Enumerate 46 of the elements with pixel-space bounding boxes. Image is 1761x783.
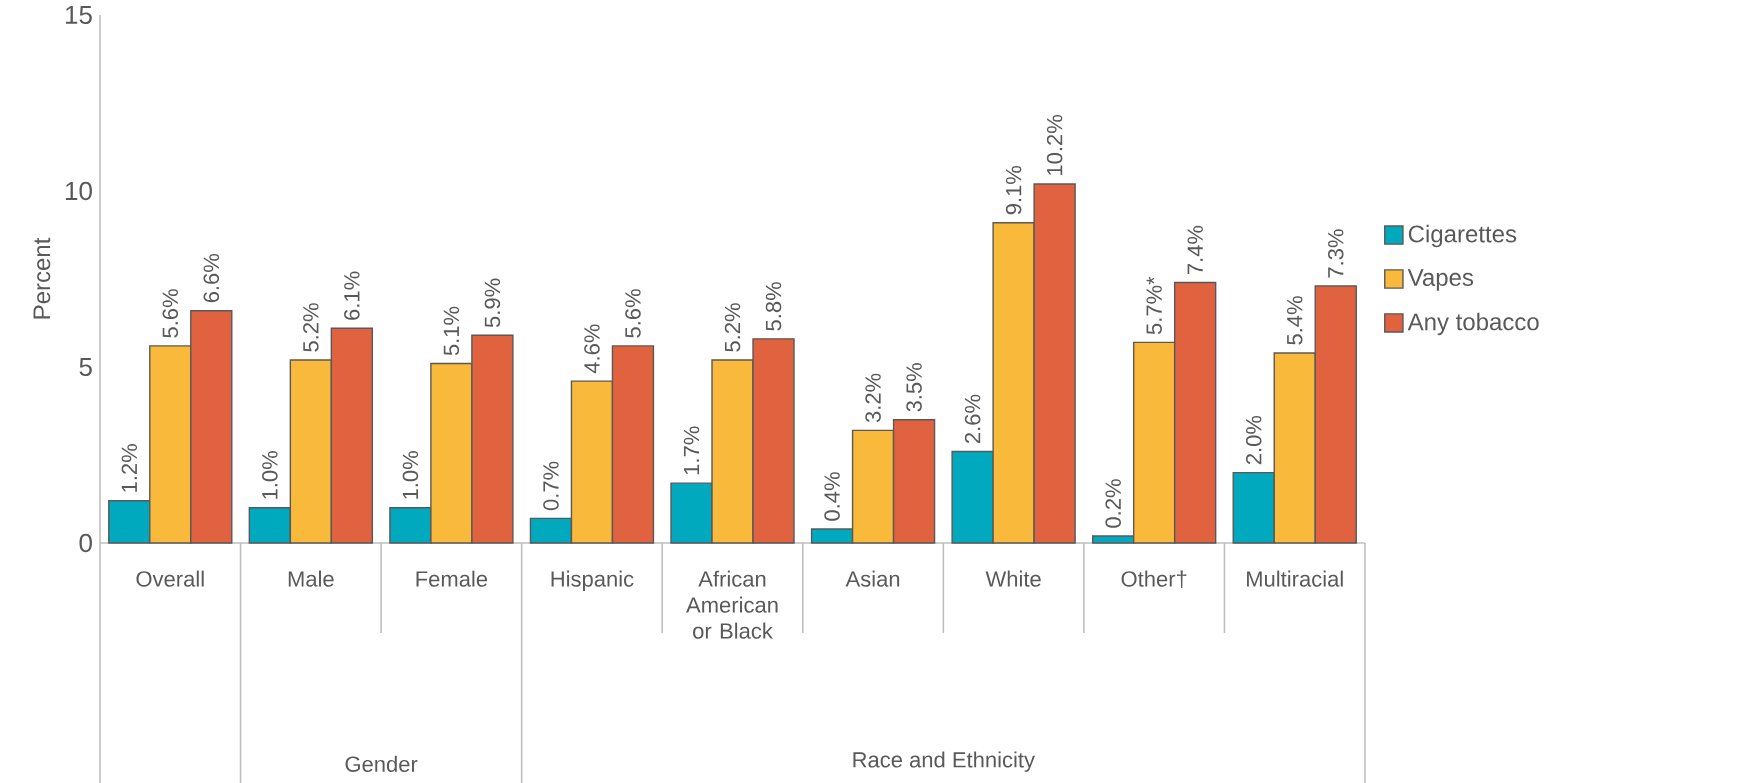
data-label: 5.1%	[443, 306, 460, 356]
data-label: 10.2%	[1046, 115, 1063, 175]
y-tick-label: 15	[66, 5, 92, 25]
data-label: 5.2%	[724, 303, 741, 352]
data-label: 5.7%*	[1146, 276, 1162, 335]
x-tick-label: Other†	[1121, 570, 1187, 589]
data-label: 5.6%	[162, 289, 179, 338]
data-label: 5.8%	[765, 282, 782, 331]
legend-label: Any tobacco	[1407, 312, 1539, 336]
data-label: 5.9%	[484, 278, 501, 328]
data-label: 7.4%	[1187, 225, 1203, 275]
data-label: 1.2%	[121, 444, 138, 492]
data-label: 3.2%	[865, 373, 881, 423]
x-tick-label: Male	[288, 570, 334, 587]
data-label: 7.3%	[1327, 229, 1344, 278]
y-tick-label: 10	[66, 181, 92, 201]
text: Gender	[345, 755, 418, 772]
data-label: 5.6%	[625, 289, 641, 338]
x-tick-label: White	[985, 570, 1041, 587]
data-label: 6.6%	[203, 253, 220, 303]
y-axis-title: Percent	[33, 237, 51, 319]
legend-label: Vapes	[1407, 269, 1474, 291]
data-label: 0.2%	[1105, 479, 1121, 528]
data-label: 1.0%	[262, 451, 278, 499]
x-tick-label: Overall	[136, 570, 204, 587]
x-tick-label: Asian	[845, 570, 900, 587]
data-label: 1.7%	[683, 426, 700, 475]
data-label: 9.1%	[1005, 165, 1022, 215]
data-label: 5.2%	[303, 303, 319, 352]
data-label: 6.1%	[344, 271, 360, 320]
data-label: 1.0%	[402, 451, 419, 499]
data-label: 4.6%	[584, 324, 600, 374]
legend-label: Cigarettes	[1408, 224, 1517, 248]
data-label: 5.4%	[1287, 296, 1303, 345]
data-label: 2.0%	[1245, 415, 1262, 465]
x-tick-label: Hispanic	[551, 570, 634, 592]
y-tick-label: 5	[79, 357, 92, 377]
data-label: 2.6%	[964, 394, 981, 444]
x-tick-label: African American or Black	[686, 570, 778, 639]
data-label: 0.7%	[543, 461, 559, 511]
text: Race and Ethnicity	[853, 751, 1035, 772]
x-tick-label: Female	[416, 570, 488, 587]
x-tick-label: Multiracial	[1247, 570, 1343, 587]
y-tick-label: 0	[79, 533, 92, 553]
data-label: 0.4%	[824, 472, 840, 521]
data-label: 3.5%	[906, 363, 922, 412]
